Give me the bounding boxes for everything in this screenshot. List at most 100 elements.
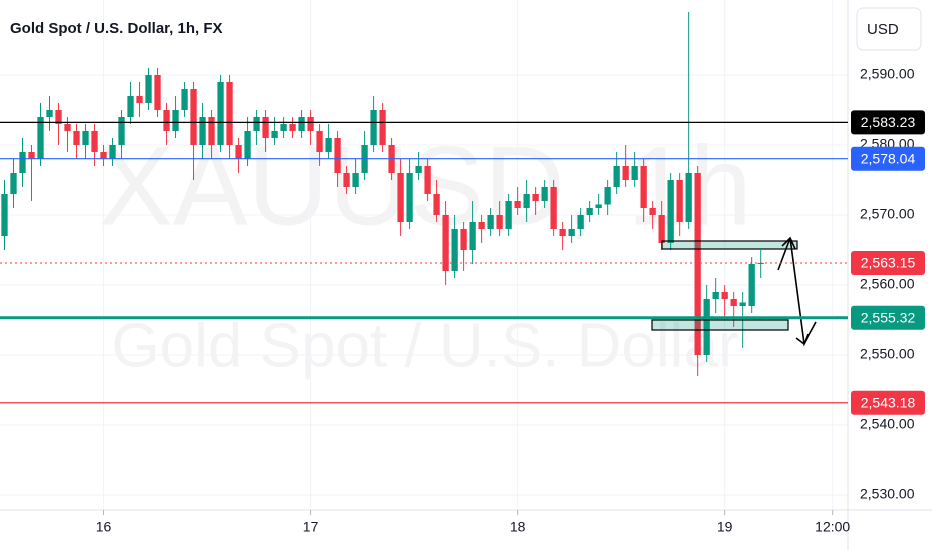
candle-body [253,116,260,131]
y-tick-label: 2,560.00 [860,276,915,292]
candle-body [640,165,647,208]
candle-body [136,95,143,103]
candle-body [244,130,251,159]
price-tag-label: 2,555.32 [861,309,916,325]
candle-body [469,221,476,250]
drawn-arrow [777,237,817,347]
candle-body [37,116,44,159]
candle-body [307,116,314,131]
candle-body [523,193,530,208]
candle-body [181,88,188,110]
candle-body [703,298,710,356]
candle-body [397,172,404,222]
candle-body [748,263,755,306]
candle-body [217,81,224,145]
plot-area [0,0,848,510]
x-tick-label: 19 [717,519,733,535]
candle-body [667,179,674,243]
candle-body [451,228,458,271]
currency-button[interactable] [856,7,922,51]
candle-body [343,172,350,187]
candle-body [631,165,638,180]
candle-body [298,116,305,131]
candle-body [541,186,548,201]
currency-label[interactable]: USD [867,21,899,38]
price-tag-label: 2,543.18 [861,394,916,410]
candle-body [568,228,575,236]
candle-body [226,81,233,145]
candle-body [685,172,692,222]
candle-body [199,116,206,145]
arrow-head [795,333,809,346]
candle-body [550,186,557,229]
candle-body [424,165,431,194]
candle-body [91,130,98,152]
y-tick-label: 2,570.00 [860,206,915,222]
candle-body [10,172,17,194]
candle-body [406,172,413,222]
candle-body [46,109,53,117]
price-tag [851,146,925,171]
candle-body [316,130,323,152]
candle-body [100,151,107,159]
candle-body [622,165,629,180]
candle-body [721,291,728,299]
candle-body [73,130,80,145]
candle-body [55,109,62,124]
candle-body [370,109,377,145]
candle-body [1,193,8,236]
price-tag [851,110,925,135]
candle-body [82,130,89,145]
candle-body [712,291,719,299]
candle-body [496,214,503,229]
price-tag [851,305,925,330]
chart-title: Gold Spot / U.S. Dollar, 1h, FX [10,20,223,37]
candle-body [280,123,287,131]
candle-body [352,172,359,187]
x-tick-label: 17 [303,519,319,535]
candle-body [334,137,341,173]
candle-body [154,74,161,110]
candle-body [262,116,269,138]
candle-body [514,200,521,208]
candle-body [757,262,764,264]
candle-body [64,123,71,131]
candle-body [235,144,242,159]
candle-body [694,172,701,356]
y-tick-label: 2,540.00 [860,416,915,432]
candle-body [649,207,656,215]
x-tick-label: 16 [96,519,112,535]
candle-body [118,116,125,145]
candle-body [208,116,215,145]
price-tag [851,250,925,275]
y-tick-label: 2,550.00 [860,346,915,362]
candle-body [487,214,494,229]
candle-body [577,214,584,229]
price-tag-label: 2,578.04 [861,150,916,166]
price-tag-label: 2,583.23 [861,114,916,130]
candle-body [532,193,539,201]
candle-body [145,74,152,103]
candle-body [379,109,386,145]
candle-body [289,123,296,131]
candle-body [325,137,332,152]
candle-body [460,228,467,250]
y-tick-label: 2,590.00 [860,66,915,82]
candle-body [613,165,620,187]
y-tick-label: 2,530.00 [860,486,915,502]
candle-body [415,165,422,173]
candle-body [559,228,566,236]
drawn-zone [661,240,798,250]
candle-body [604,186,611,205]
watermark-subtitle: Gold Spot / U.S. Dollar [111,311,738,380]
candle-body [28,151,35,159]
candle-body [190,88,197,145]
x-tick-label: 18 [510,519,526,535]
drawn-zone [651,319,789,331]
candle-body [433,193,440,215]
candle-body [730,298,737,306]
candle-body [172,109,179,131]
candle-body [127,95,134,117]
